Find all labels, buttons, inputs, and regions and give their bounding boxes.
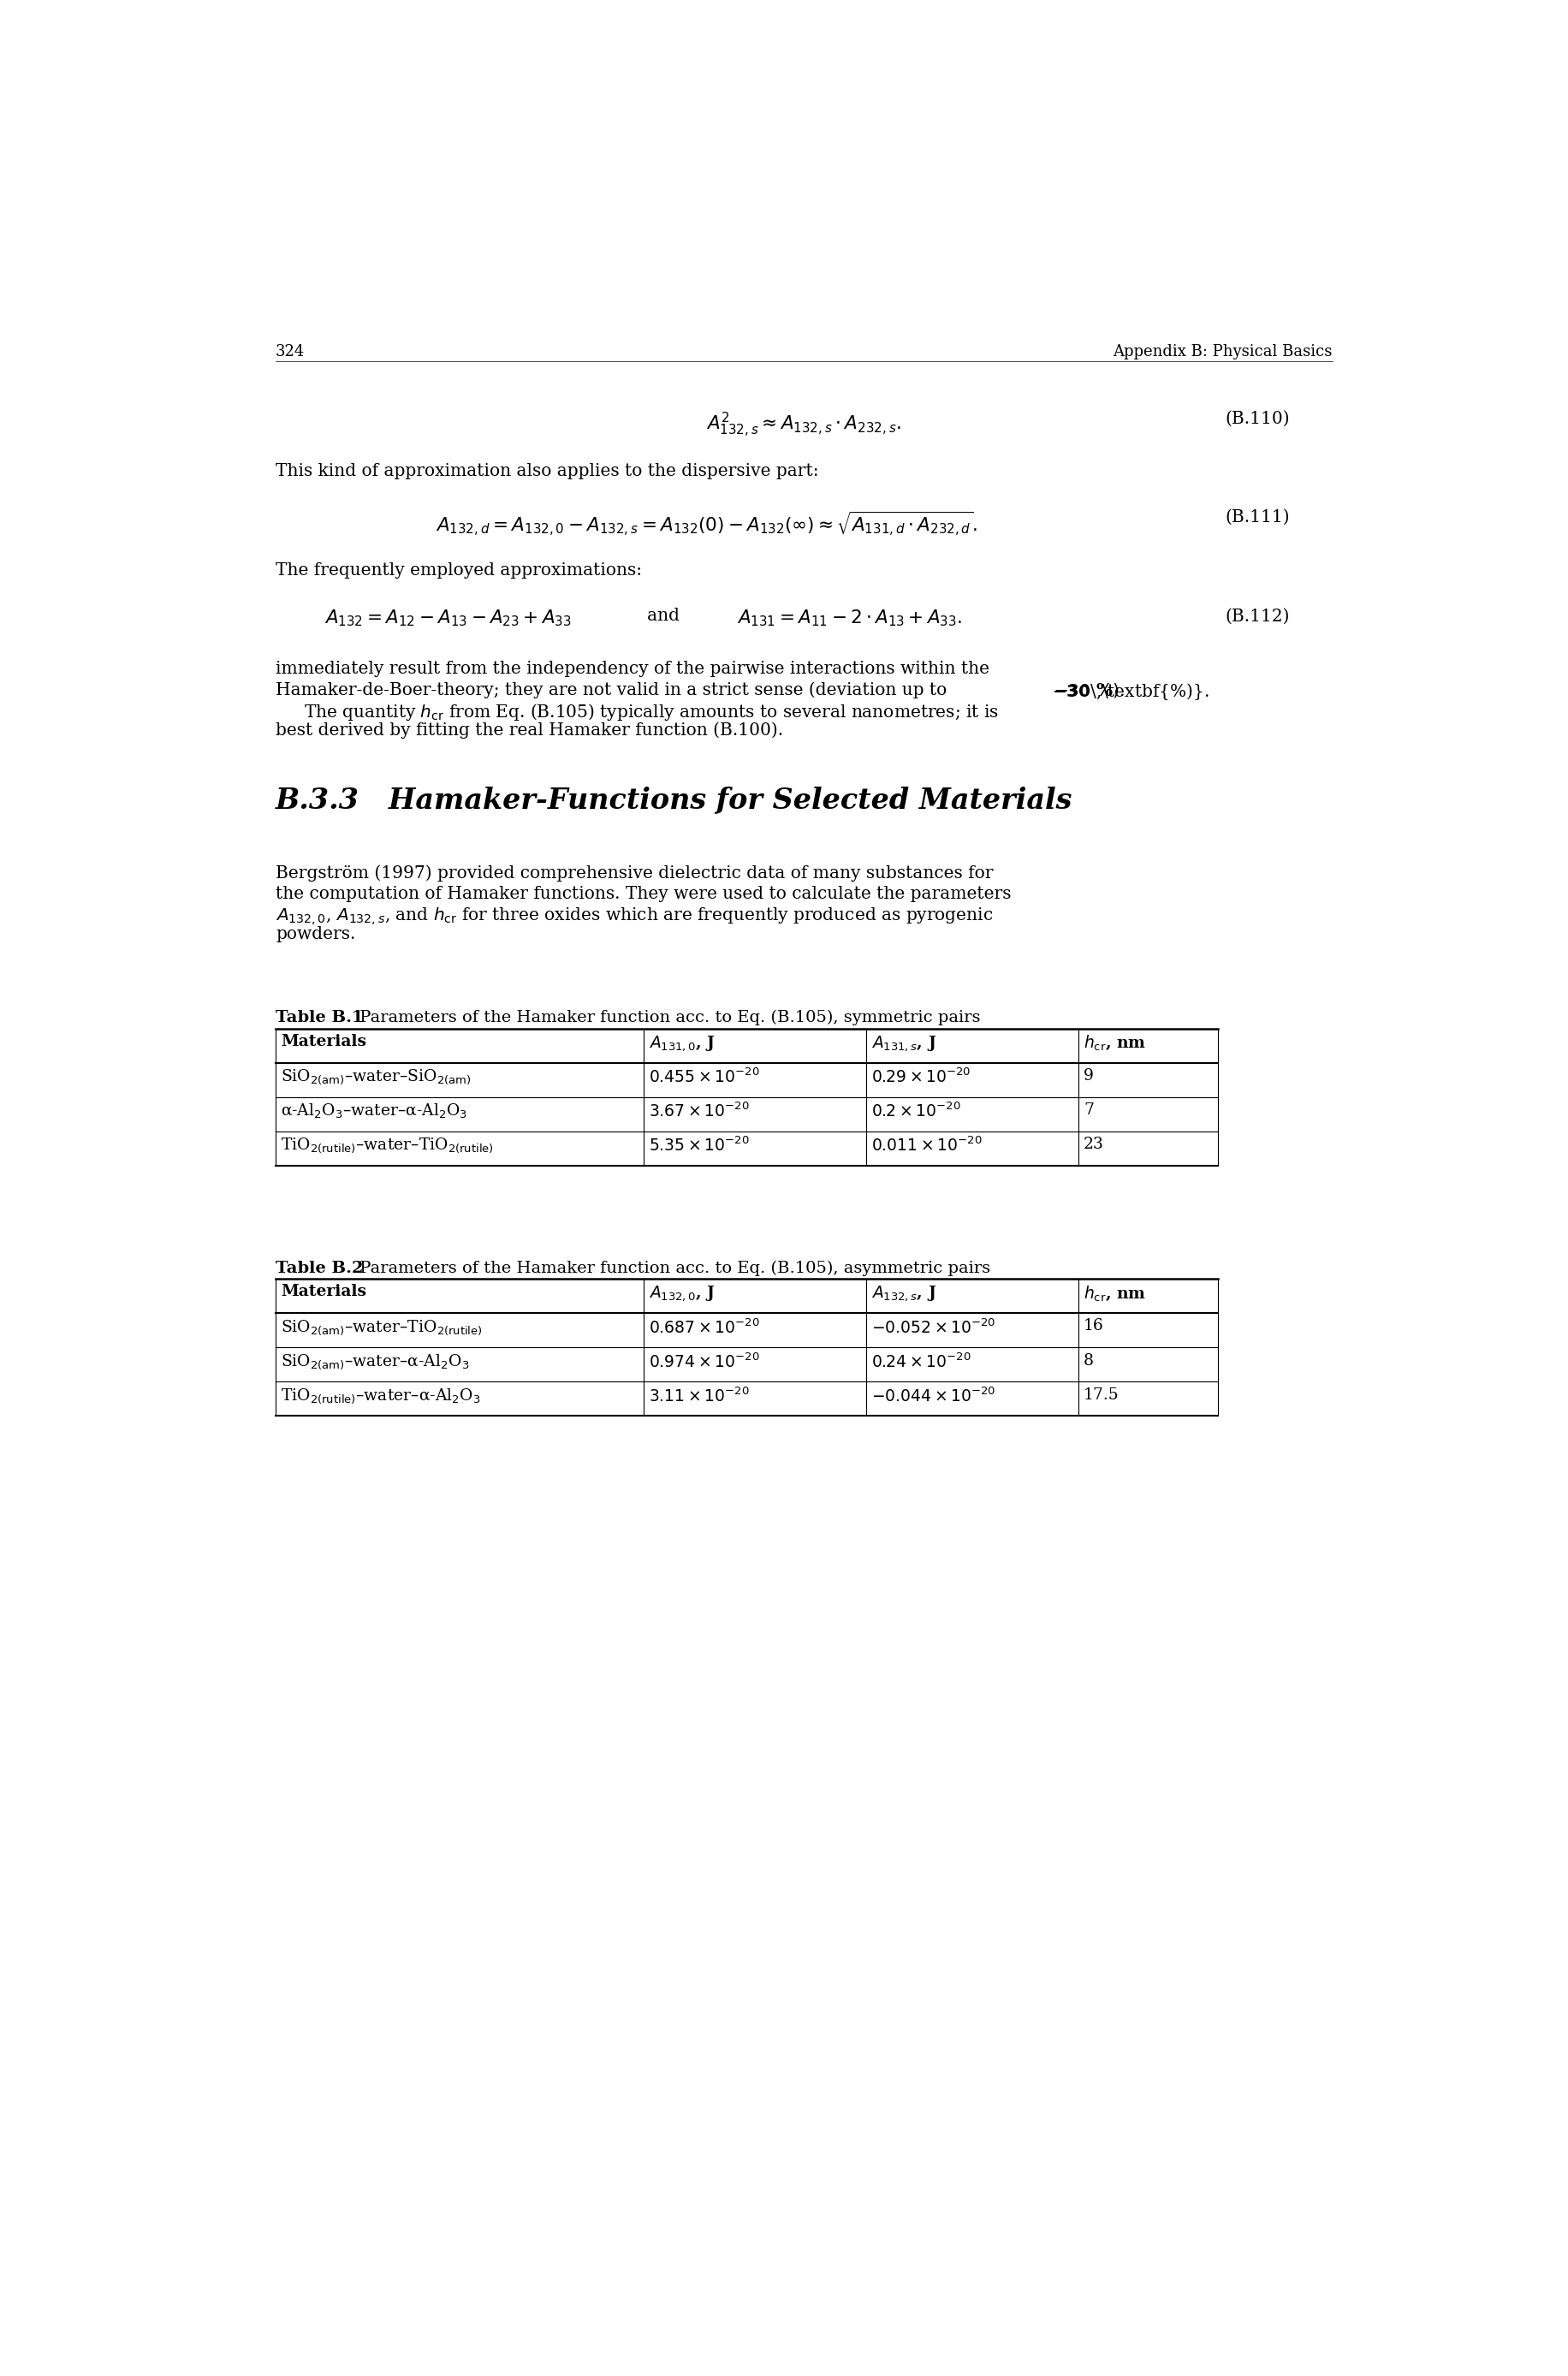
Text: Hamaker-de-Boer-theory; they are not valid in a strict sense (deviation up to: Hamaker-de-Boer-theory; they are not val…: [276, 682, 952, 699]
Text: $-0.052 \times 10^{-20}$: $-0.052 \times 10^{-20}$: [870, 1319, 996, 1338]
Text: $\mathbf{-30}$\,\textbf{%)}.: $\mathbf{-30}$\,\textbf{%)}.: [1051, 682, 1209, 701]
Text: TiO$_{2(\mathrm{rutile})}$–water–TiO$_{2(\mathrm{rutile})}$: TiO$_{2(\mathrm{rutile})}$–water–TiO$_{2…: [281, 1136, 494, 1155]
Text: $-30$ %$).$: $-30$ %$).$: [1054, 682, 1124, 699]
Text: Materials: Materials: [281, 1285, 367, 1300]
Text: $A_{132,0}$, J: $A_{132,0}$, J: [649, 1285, 715, 1302]
Text: $A_{132} = A_{12} - A_{13} - A_{23} + A_{33}$: $A_{132} = A_{12} - A_{13} - A_{23} + A_…: [325, 608, 571, 627]
Text: This kind of approximation also applies to the dispersive part:: This kind of approximation also applies …: [276, 463, 818, 480]
Text: 8: 8: [1083, 1352, 1093, 1369]
Text: $0.29 \times 10^{-20}$: $0.29 \times 10^{-20}$: [870, 1069, 971, 1086]
Text: $A_{131,0}$, J: $A_{131,0}$, J: [649, 1034, 715, 1053]
Text: $A_{131} = A_{11} - 2 \cdot A_{13} + A_{33}.$: $A_{131} = A_{11} - 2 \cdot A_{13} + A_{…: [737, 608, 961, 627]
Text: (B.112): (B.112): [1225, 608, 1289, 625]
Text: The quantity $h_{\mathrm{cr}}$ from Eq. (B.105) typically amounts to several nan: The quantity $h_{\mathrm{cr}}$ from Eq. …: [303, 701, 997, 722]
Text: SiO$_{2(\mathrm{am})}$–water–TiO$_{2(\mathrm{rutile})}$: SiO$_{2(\mathrm{am})}$–water–TiO$_{2(\ma…: [281, 1319, 483, 1338]
Text: Parameters of the Hamaker function acc. to Eq. (B.105), symmetric pairs: Parameters of the Hamaker function acc. …: [354, 1010, 980, 1026]
Text: SiO$_{2(\mathrm{am})}$–water–α-Al$_2$O$_3$: SiO$_{2(\mathrm{am})}$–water–α-Al$_2$O$_…: [281, 1352, 469, 1371]
Text: $A_{132,s}$, J: $A_{132,s}$, J: [870, 1285, 936, 1302]
Text: immediately result from the independency of the pairwise interactions within the: immediately result from the independency…: [276, 661, 989, 677]
Text: 23: 23: [1083, 1136, 1104, 1152]
Text: $0.974 \times 10^{-20}$: $0.974 \times 10^{-20}$: [649, 1352, 759, 1371]
Text: 9: 9: [1083, 1069, 1093, 1083]
Text: $0.2 \times 10^{-20}$: $0.2 \times 10^{-20}$: [870, 1102, 961, 1121]
Text: TiO$_{2(\mathrm{rutile})}$–water–α-Al$_2$O$_3$: TiO$_{2(\mathrm{rutile})}$–water–α-Al$_2…: [281, 1388, 480, 1404]
Text: 17.5: 17.5: [1083, 1388, 1118, 1402]
Text: 16: 16: [1083, 1319, 1104, 1333]
Text: $3.67 \times 10^{-20}$: $3.67 \times 10^{-20}$: [649, 1102, 750, 1121]
Text: $A^{2}_{132,s} \approx A_{132,s} \cdot A_{232,s}.$: $A^{2}_{132,s} \approx A_{132,s} \cdot A…: [706, 411, 900, 440]
Text: Parameters of the Hamaker function acc. to Eq. (B.105), asymmetric pairs: Parameters of the Hamaker function acc. …: [354, 1262, 989, 1276]
Text: $3.11 \times 10^{-20}$: $3.11 \times 10^{-20}$: [649, 1388, 750, 1407]
Text: 324: 324: [276, 345, 304, 359]
Text: $0.24 \times 10^{-20}$: $0.24 \times 10^{-20}$: [870, 1352, 971, 1371]
Text: Table B.1: Table B.1: [276, 1010, 364, 1026]
Text: α-Al$_2$O$_3$–water–α-Al$_2$O$_3$: α-Al$_2$O$_3$–water–α-Al$_2$O$_3$: [281, 1102, 467, 1121]
Text: $A_{132,d} = A_{132,0} - A_{132,s} = A_{132}(0) - A_{132}(\infty) \approx \sqrt{: $A_{132,d} = A_{132,0} - A_{132,s} = A_{…: [436, 508, 977, 537]
Text: best derived by fitting the real Hamaker function (B.100).: best derived by fitting the real Hamaker…: [276, 722, 782, 739]
Text: $-0.044 \times 10^{-20}$: $-0.044 \times 10^{-20}$: [870, 1388, 996, 1407]
Text: Table B.2: Table B.2: [276, 1262, 364, 1276]
Text: 7: 7: [1083, 1102, 1093, 1117]
Text: B.3.3   Hamaker-Functions for Selected Materials: B.3.3 Hamaker-Functions for Selected Mat…: [276, 786, 1073, 815]
Text: Appendix B: Physical Basics: Appendix B: Physical Basics: [1112, 345, 1331, 359]
Text: Materials: Materials: [281, 1034, 367, 1050]
Text: SiO$_{2(\mathrm{am})}$–water–SiO$_{2(\mathrm{am})}$: SiO$_{2(\mathrm{am})}$–water–SiO$_{2(\ma…: [281, 1069, 472, 1086]
Text: and: and: [630, 608, 696, 625]
Text: (B.110): (B.110): [1225, 411, 1289, 428]
Text: Bergström (1997) provided comprehensive dielectric data of many substances for: Bergström (1997) provided comprehensive …: [276, 865, 993, 881]
Text: The frequently employed approximations:: The frequently employed approximations:: [276, 561, 641, 577]
Text: powders.: powders.: [276, 927, 356, 943]
Text: (B.111): (B.111): [1225, 508, 1289, 525]
Text: $0.011 \times 10^{-20}$: $0.011 \times 10^{-20}$: [870, 1136, 982, 1155]
Text: the computation of Hamaker functions. They were used to calculate the parameters: the computation of Hamaker functions. Th…: [276, 886, 1011, 903]
Text: $A_{131,s}$, J: $A_{131,s}$, J: [870, 1034, 936, 1053]
Text: $0.687 \times 10^{-20}$: $0.687 \times 10^{-20}$: [649, 1319, 759, 1338]
Text: $A_{132,0}$, $A_{132,s}$, and $h_{\mathrm{cr}}$ for three oxides which are frequ: $A_{132,0}$, $A_{132,s}$, and $h_{\mathr…: [276, 905, 993, 927]
Text: $5.35 \times 10^{-20}$: $5.35 \times 10^{-20}$: [649, 1136, 750, 1155]
Text: $h_{\mathrm{cr}}$, nm: $h_{\mathrm{cr}}$, nm: [1083, 1034, 1146, 1053]
Text: $h_{\mathrm{cr}}$, nm: $h_{\mathrm{cr}}$, nm: [1083, 1285, 1146, 1302]
Text: $0.455 \times 10^{-20}$: $0.455 \times 10^{-20}$: [649, 1069, 759, 1086]
